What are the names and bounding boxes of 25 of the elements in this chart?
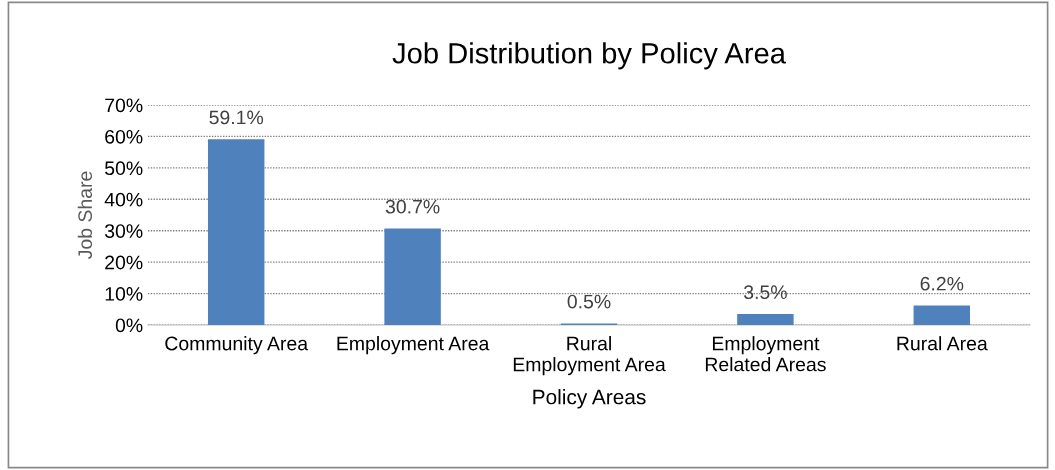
data-label: 30.7%: [385, 199, 440, 214]
x-tick-label: Rural Area: [897, 336, 988, 351]
x-tick-label: Rural Employment Area: [513, 336, 666, 376]
y-tick-label: 0%: [115, 318, 143, 333]
y-tick-label: 60%: [105, 129, 143, 144]
bar: [913, 305, 971, 325]
x-tick-label: Community Area: [165, 336, 309, 355]
y-tick-label: 30%: [104, 224, 143, 238]
data-label: 3.5%: [743, 285, 787, 300]
y-tick-label: 40%: [104, 192, 143, 207]
x-tick-label: Employment Area: [337, 336, 490, 355]
x-axis-title: Policy Areas: [533, 389, 646, 409]
bar: [737, 314, 794, 325]
chart-title: Job Distribution by Policy Area: [392, 42, 786, 70]
data-label: 0.5%: [567, 294, 611, 309]
data-label: 6.2%: [920, 276, 964, 291]
bar: [207, 139, 265, 325]
y-tick-label: 50%: [105, 161, 143, 176]
data-label: 59.1%: [209, 110, 264, 125]
y-axis-title: Job Share: [77, 171, 93, 260]
y-tick-label: 70%: [105, 98, 143, 113]
bar: [384, 228, 441, 325]
y-tick-label: 10%: [105, 287, 143, 301]
x-tick-label: Employment Related Areas: [705, 336, 826, 372]
y-tick-label: 20%: [105, 255, 143, 270]
